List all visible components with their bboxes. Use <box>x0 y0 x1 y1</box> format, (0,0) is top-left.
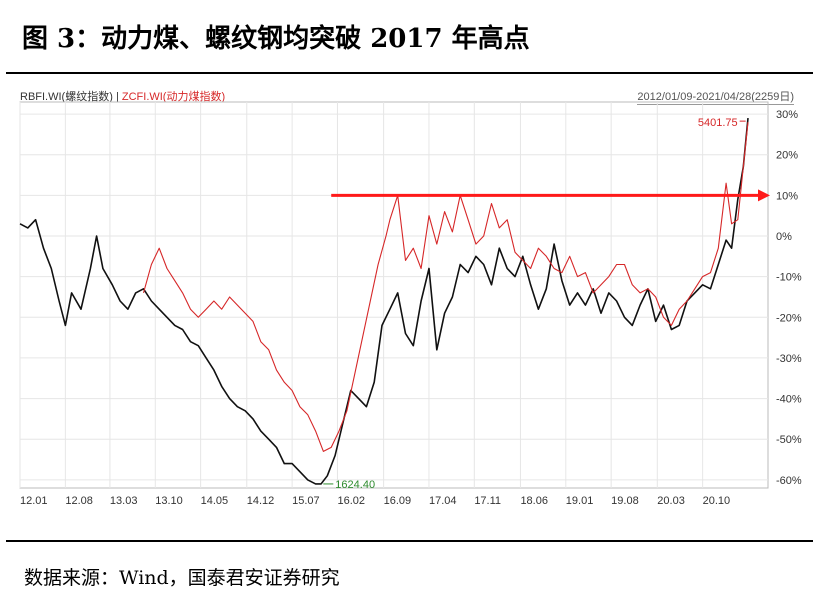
y-axis-ticks: 30% 20% 10% 0% -10% -20% -30% -40% -50% -60% <box>776 109 802 487</box>
figure-title: 图 3：动力煤、螺纹钢均突破 2017 年高点 <box>22 24 530 54</box>
plot-frame <box>19 101 769 489</box>
legend-separator: | <box>112 91 122 103</box>
x-tick-label: 18.06 <box>520 495 548 507</box>
x-tick-label: 19.08 <box>611 495 639 507</box>
y-tick-label: 30% <box>776 109 798 121</box>
y-tick-label: -20% <box>776 312 802 324</box>
high-value-label: 5401.75 <box>698 117 738 129</box>
x-tick-label: 12.01 <box>20 495 48 507</box>
x-tick-label: 20.03 <box>657 495 685 507</box>
coal-series-line <box>142 122 749 452</box>
x-tick-label: 13.03 <box>110 495 138 507</box>
series-lines <box>19 118 749 485</box>
line-chart: 12.01 12.08 13.03 13.10 14.05 14.12 15.07 16.02… <box>19 101 802 507</box>
y-tick-label: -50% <box>776 434 802 446</box>
x-tick-label: 17.11 <box>474 495 501 507</box>
rebar-series-line <box>19 118 749 485</box>
x-tick-label: 16.02 <box>337 495 365 507</box>
y-tick-label: 10% <box>776 190 798 202</box>
highlight-arrow-head <box>758 189 770 202</box>
y-tick-label: 20% <box>776 150 798 162</box>
y-tick-label: 0% <box>776 231 792 243</box>
gridlines <box>19 101 769 489</box>
x-tick-label: 16.09 <box>384 495 412 507</box>
legend-series-rebar: RBFI.WI(螺纹指数) <box>20 91 113 103</box>
y-tick-label: -30% <box>776 353 802 365</box>
y-tick-label: -40% <box>776 394 802 406</box>
y-tick-label: -60% <box>776 475 802 487</box>
x-tick-label: 20.10 <box>703 495 731 507</box>
x-tick-label: 19.01 <box>566 495 594 507</box>
x-tick-label: 13.10 <box>155 495 183 507</box>
chart-annotations: 5401.75 1624.40 <box>323 117 770 491</box>
x-axis-ticks: 12.01 12.08 13.03 13.10 14.05 14.12 15.07 16.02… <box>20 495 730 507</box>
x-tick-label: 12.08 <box>65 495 93 507</box>
top-rule <box>6 72 813 74</box>
y-tick-label: -10% <box>776 272 802 284</box>
x-tick-label: 17.04 <box>429 495 457 507</box>
date-range-label: 2012/01/09-2021/04/28(2259日) <box>637 88 794 105</box>
x-tick-label: 14.12 <box>247 495 275 507</box>
bottom-rule <box>6 540 813 542</box>
source-note: 数据来源：Wind，国泰君安证券研究 <box>24 567 340 589</box>
low-value-label: 1624.40 <box>335 479 375 491</box>
legend-series-coal: ZCFI.WI(动力煤指数) <box>121 91 226 103</box>
x-tick-label: 14.05 <box>201 495 229 507</box>
x-tick-label: 15.07 <box>292 495 320 507</box>
chart-legend: RBFI.WI(螺纹指数) | ZCFI.WI(动力煤指数) <box>20 88 225 104</box>
